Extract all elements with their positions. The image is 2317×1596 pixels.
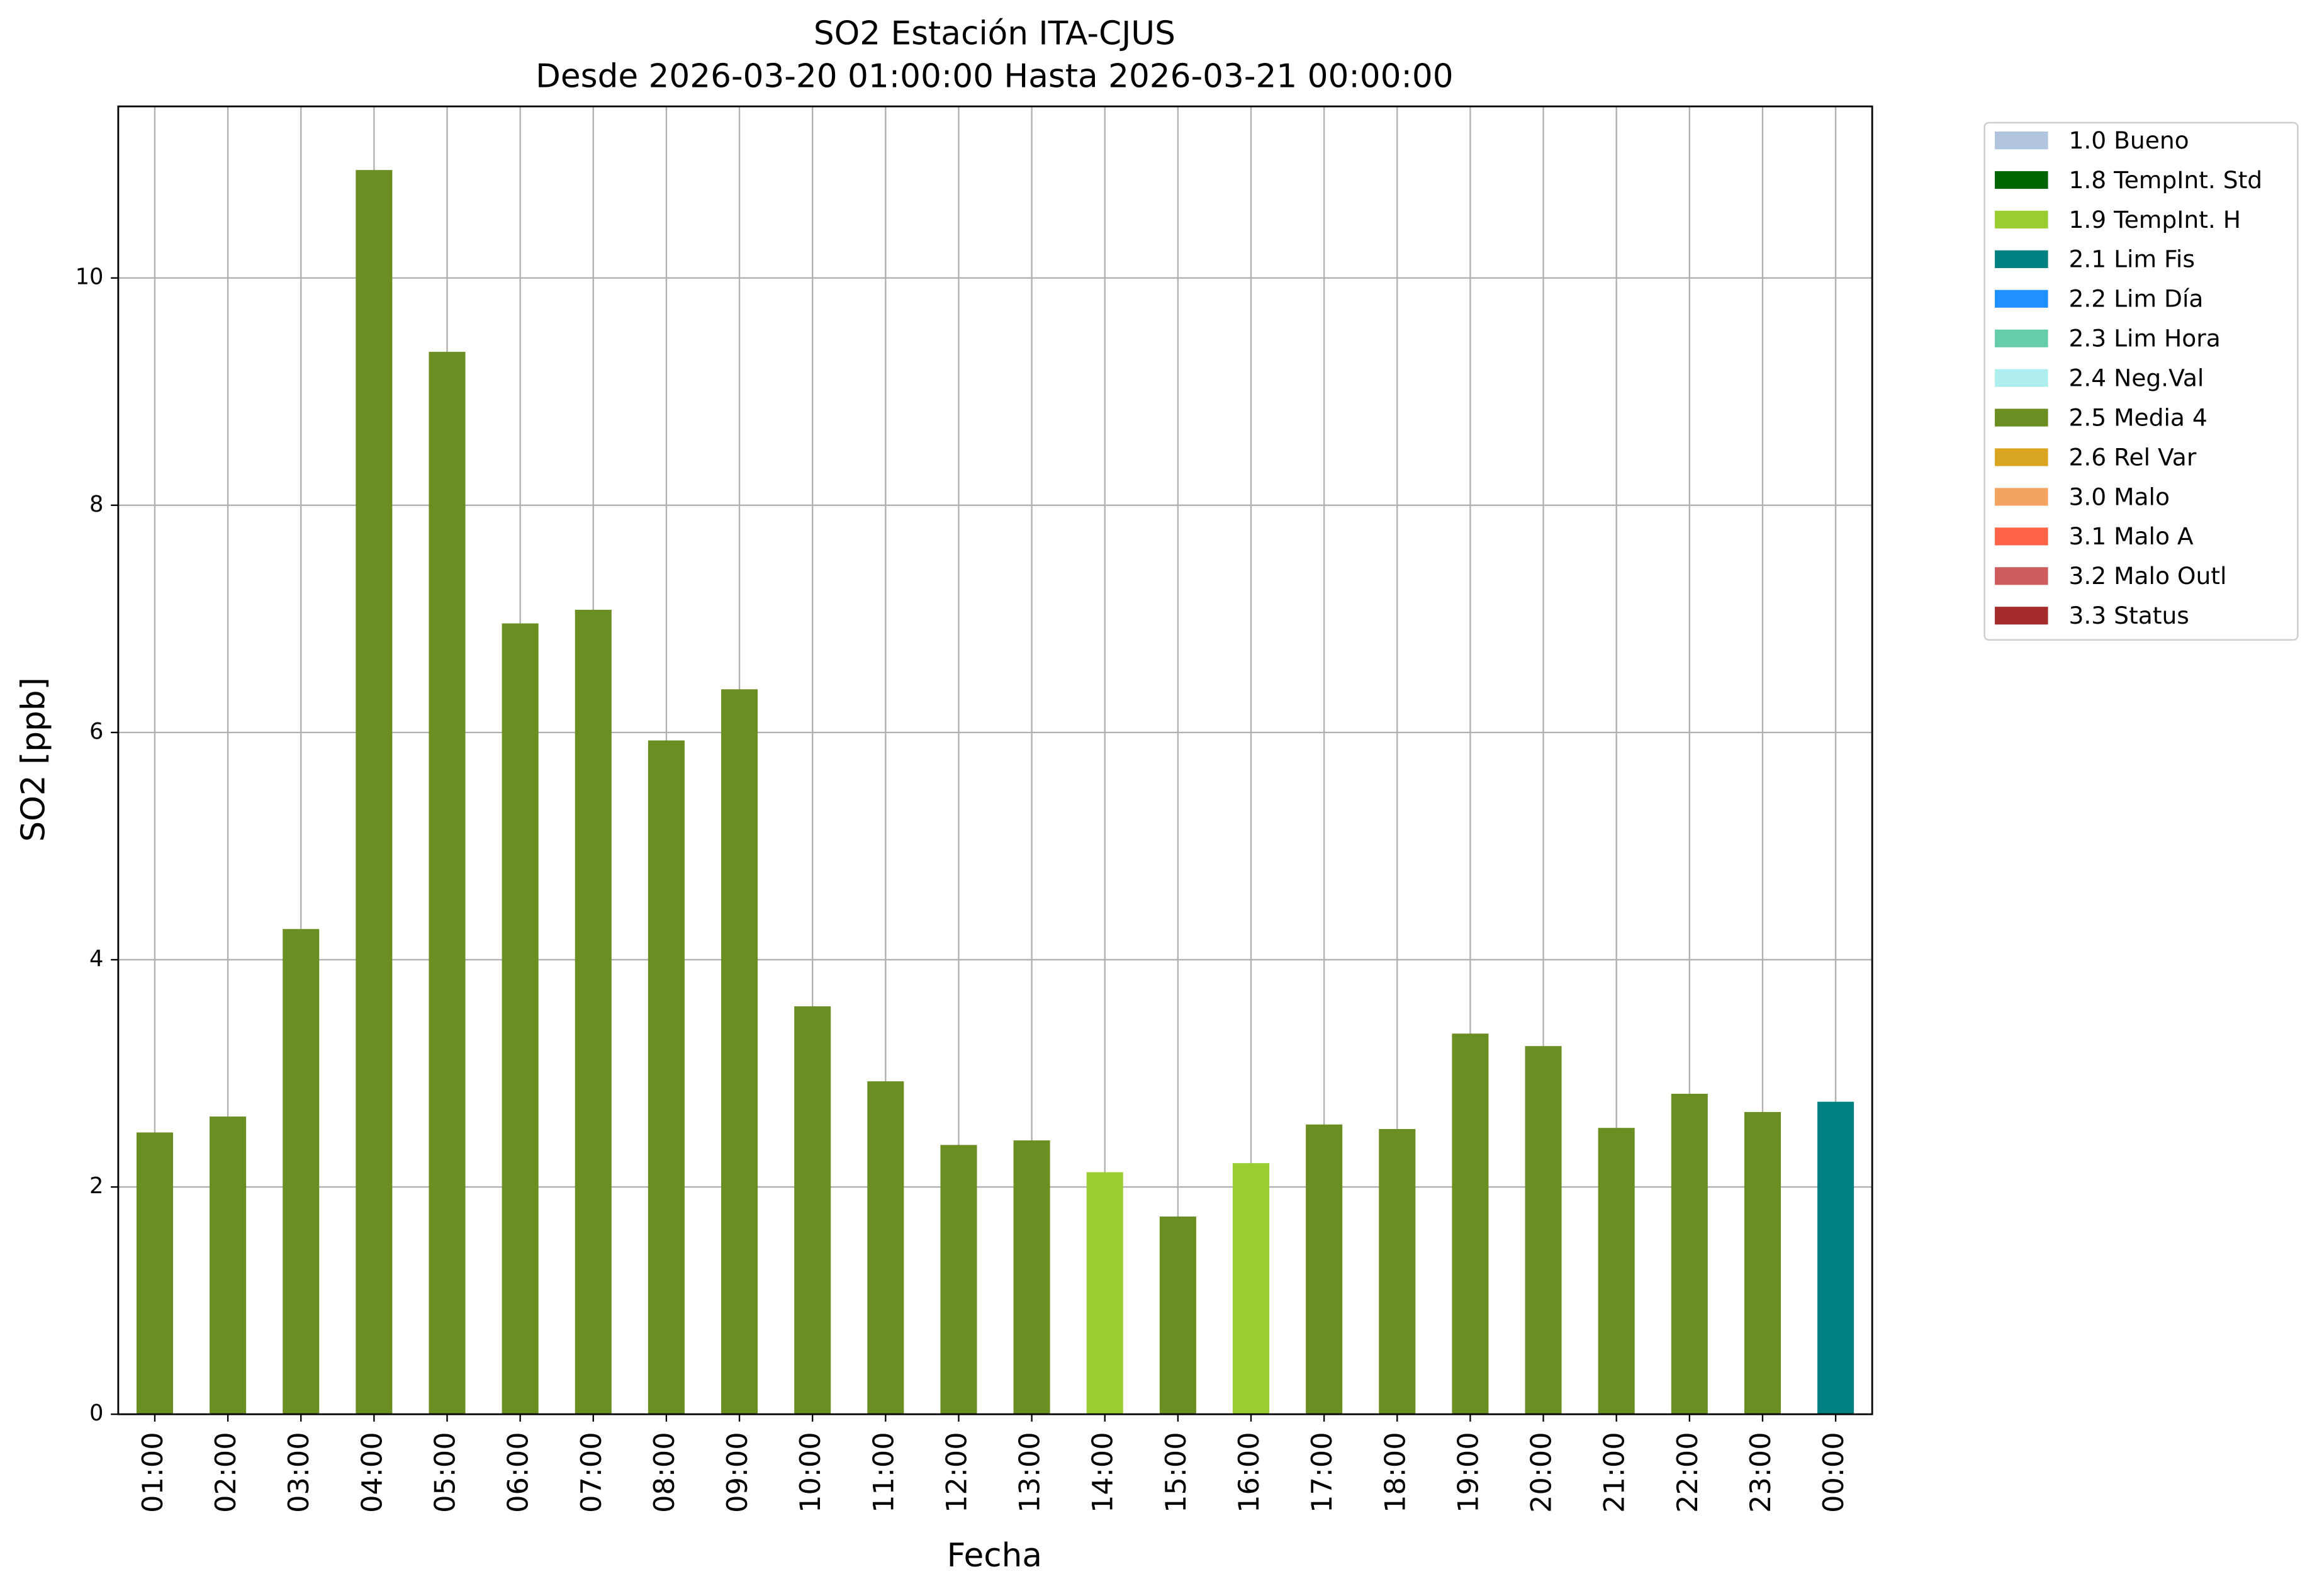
bar (1744, 1111, 1781, 1415)
x-tick-label: 17:00 (1306, 1432, 1338, 1513)
x-tick-label: 23:00 (1744, 1432, 1777, 1513)
legend-swatch (1995, 607, 2048, 625)
legend-label: 2.5 Media 4 (2068, 403, 2207, 431)
y-tick-label: 0 (89, 1400, 103, 1426)
bar (1086, 1172, 1123, 1415)
bar (356, 170, 393, 1415)
bar (1525, 1046, 1562, 1415)
x-tick-label: 19:00 (1452, 1432, 1484, 1513)
x-tick-label: 10:00 (794, 1432, 827, 1513)
bar (1817, 1101, 1854, 1415)
x-tick-label: 21:00 (1598, 1432, 1631, 1513)
legend-swatch (1995, 448, 2048, 466)
x-tick-label: 15:00 (1160, 1432, 1192, 1513)
bar (648, 740, 685, 1415)
y-tick-label: 10 (76, 264, 104, 290)
legend-swatch (1995, 369, 2048, 387)
bar (1598, 1128, 1635, 1415)
x-tick-label: 08:00 (648, 1432, 681, 1513)
x-tick-label: 14:00 (1087, 1432, 1119, 1513)
y-tick-label: 2 (89, 1173, 103, 1199)
bar (940, 1145, 977, 1415)
bar (429, 352, 466, 1415)
bar (867, 1081, 904, 1415)
bar (1013, 1140, 1050, 1415)
bar (794, 1006, 831, 1415)
legend-swatch (1995, 171, 2048, 189)
legend-swatch (1995, 488, 2048, 506)
legend-swatch (1995, 527, 2048, 546)
bar (283, 929, 320, 1415)
x-tick-label: 20:00 (1525, 1432, 1558, 1513)
bar (136, 1132, 174, 1415)
bar (1159, 1217, 1196, 1415)
x-tick-label: 18:00 (1379, 1432, 1411, 1513)
legend: 1.0 Bueno 1.8 TempInt. Std 1.9 TempInt. H 2… (1995, 126, 2262, 629)
x-tick-label: 00:00 (1817, 1432, 1850, 1513)
legend-swatch (1995, 250, 2048, 268)
x-tick-label: 22:00 (1671, 1432, 1704, 1513)
bar (1306, 1124, 1343, 1415)
legend-swatch (1995, 408, 2048, 427)
legend-label: 2.3 Lim Hora (2068, 325, 2220, 352)
legend-label: 3.1 Malo A (2068, 522, 2193, 550)
y-tick-label: 8 (89, 492, 103, 517)
bar (502, 623, 539, 1415)
bar (575, 609, 612, 1415)
axes: 0 2 4 6 8 10 01:00 02:00 03:00 04:00 05:00 06:00 07:… (76, 264, 1850, 1513)
x-tick-label: 05:00 (429, 1432, 462, 1513)
x-tick-label: 03:00 (283, 1432, 315, 1513)
x-axis-label: Fecha (947, 1537, 1042, 1575)
x-tick-label: 02:00 (210, 1432, 242, 1513)
bar (1671, 1094, 1708, 1415)
legend-label: 1.0 Bueno (2068, 126, 2189, 154)
legend-swatch (1995, 210, 2048, 229)
legend-label: 2.6 Rel Var (2068, 443, 2196, 471)
x-tick-label: 11:00 (867, 1432, 900, 1513)
legend-label: 3.3 Status (2068, 602, 2189, 629)
bars (136, 170, 1854, 1415)
x-tick-label: 13:00 (1014, 1432, 1046, 1513)
chart-title: SO2 Estación ITA-CJUS (814, 14, 1175, 52)
chart-subtitle: Desde 2026-03-20 01:00:00 Hasta 2026-03-… (536, 57, 1453, 95)
legend-label: 1.8 TempInt. Std (2068, 166, 2262, 194)
x-tick-label: 16:00 (1233, 1432, 1265, 1513)
x-tick-label: 07:00 (575, 1432, 608, 1513)
x-tick-label: 01:00 (137, 1432, 169, 1513)
x-tick-label: 09:00 (721, 1432, 754, 1513)
y-tick-label: 6 (89, 719, 103, 745)
bar (1232, 1163, 1270, 1415)
bar (1379, 1129, 1416, 1415)
bar (1452, 1033, 1489, 1415)
plot-frame (117, 105, 1873, 1415)
x-tick-label: 04:00 (356, 1432, 388, 1513)
bar (721, 689, 758, 1415)
y-axis-label: SO2 [ppb] (14, 677, 52, 841)
legend-label: 3.2 Malo Outl (2068, 562, 2226, 590)
legend-swatch (1995, 131, 2048, 150)
legend-box (1983, 121, 2299, 641)
bar (210, 1116, 247, 1415)
legend-swatch (1995, 567, 2048, 585)
x-tick-label: 12:00 (940, 1432, 973, 1513)
legend-label: 3.0 Malo (2068, 483, 2170, 510)
legend-swatch (1995, 329, 2048, 347)
legend-label: 1.9 TempInt. H (2068, 206, 2241, 233)
legend-label: 2.2 Lim Día (2068, 285, 2203, 313)
legend-label: 2.4 Neg.Val (2068, 364, 2204, 392)
legend-label: 2.1 Lim Fis (2068, 245, 2194, 273)
legend-swatch (1995, 289, 2048, 308)
x-tick-label: 06:00 (502, 1432, 535, 1513)
y-tick-label: 4 (89, 946, 103, 972)
